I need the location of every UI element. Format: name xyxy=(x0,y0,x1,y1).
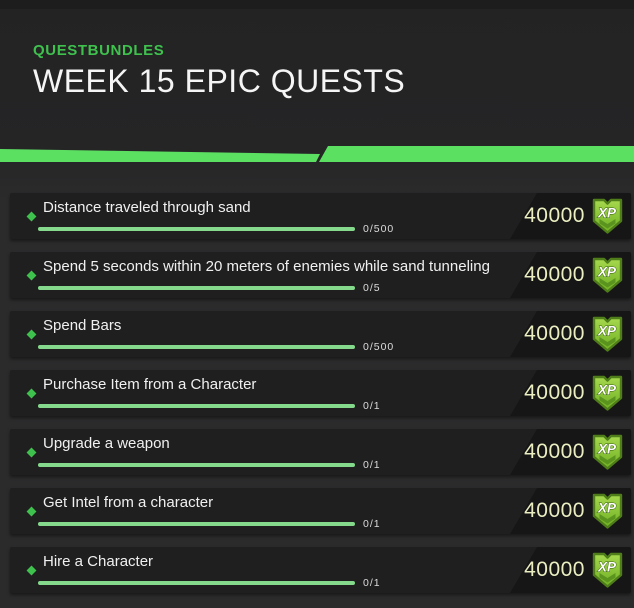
quest-progress-bar xyxy=(38,404,355,408)
xp-badge-label: XP xyxy=(597,442,617,457)
quest-row[interactable]: Spend 5 seconds within 20 meters of enem… xyxy=(10,252,631,298)
xp-badge-icon: XP xyxy=(592,375,623,411)
quest-progress-line: 0/1 xyxy=(38,577,381,589)
quest-progress-line: 0/1 xyxy=(38,400,381,412)
quest-main: Get Intel from a character 0/1 xyxy=(38,494,381,530)
quest-title: Purchase Item from a Character xyxy=(43,376,257,393)
quest-diamond-icon xyxy=(26,270,37,281)
quest-diamond-icon xyxy=(26,565,37,576)
quest-progress-line: 0/500 xyxy=(38,341,394,353)
quest-progress-bar xyxy=(38,463,355,467)
quest-row[interactable]: Upgrade a weapon 0/1 40000 XP xyxy=(10,429,631,475)
quest-diamond-icon xyxy=(26,447,37,458)
reward-xp-amount: 40000 xyxy=(524,322,585,345)
xp-badge-icon: XP xyxy=(592,434,623,470)
quest-row[interactable]: Spend Bars 0/500 40000 XP xyxy=(10,311,631,357)
quest-progress-line: 0/1 xyxy=(38,459,381,471)
top-dark-strip xyxy=(0,0,634,9)
quest-progress-line: 0/500 xyxy=(38,223,394,235)
quest-main: Hire a Character 0/1 xyxy=(38,553,381,589)
reward-xp-amount: 40000 xyxy=(524,499,585,522)
reward-section: 40000 XP xyxy=(524,370,631,416)
quest-row[interactable]: Hire a Character 0/1 40000 XP xyxy=(10,547,631,593)
reward-section: 40000 XP xyxy=(524,311,631,357)
xp-badge-label: XP xyxy=(597,560,617,575)
reward-xp-amount: 40000 xyxy=(524,204,585,227)
quest-progress-bar xyxy=(38,227,355,231)
quest-title: Get Intel from a character xyxy=(43,494,214,511)
quest-diamond-icon xyxy=(26,388,37,399)
quest-row[interactable]: Distance traveled through sand 0/500 400… xyxy=(10,193,631,239)
quest-progress-label: 0/5 xyxy=(363,282,381,294)
quest-row[interactable]: Purchase Item from a Character 0/1 40000… xyxy=(10,370,631,416)
xp-badge-label: XP xyxy=(597,383,617,398)
quest-progress-bar xyxy=(38,286,355,290)
quest-progress-label: 0/1 xyxy=(363,459,381,471)
reward-section: 40000 XP xyxy=(524,193,631,239)
xp-badge-label: XP xyxy=(597,206,617,221)
xp-badge-icon: XP xyxy=(592,316,623,352)
reward-section: 40000 XP xyxy=(524,488,631,534)
quest-main: Upgrade a weapon 0/1 xyxy=(38,435,381,471)
reward-xp-amount: 40000 xyxy=(524,381,585,404)
quest-row[interactable]: Get Intel from a character 0/1 40000 XP xyxy=(10,488,631,534)
reward-xp-amount: 40000 xyxy=(524,558,585,581)
quest-list: Distance traveled through sand 0/500 400… xyxy=(0,193,634,606)
reward-section: 40000 XP xyxy=(524,429,631,475)
quest-progress-bar xyxy=(38,345,355,349)
quest-progress-bar xyxy=(38,522,355,526)
quest-title: Spend 5 seconds within 20 meters of enem… xyxy=(43,258,490,275)
green-divider-stripe xyxy=(0,144,634,168)
reward-xp-amount: 40000 xyxy=(524,440,585,463)
quest-title: Hire a Character xyxy=(43,553,154,570)
quest-progress-label: 0/1 xyxy=(363,518,381,530)
quest-main: Purchase Item from a Character 0/1 xyxy=(38,376,381,412)
bundle-category-label: QUESTBUNDLES xyxy=(33,42,165,59)
quest-progress-bar xyxy=(38,581,355,585)
reward-section: 40000 XP xyxy=(524,547,631,593)
xp-badge-icon: XP xyxy=(592,257,623,293)
quest-progress-label: 0/1 xyxy=(363,400,381,412)
quest-title: Spend Bars xyxy=(43,317,122,334)
xp-badge-icon: XP xyxy=(592,493,623,529)
xp-badge-icon: XP xyxy=(592,552,623,588)
quest-diamond-icon xyxy=(26,211,37,222)
quest-progress-label: 0/500 xyxy=(363,223,395,235)
reward-section: 40000 XP xyxy=(524,252,631,298)
quest-main: Distance traveled through sand 0/500 xyxy=(38,199,394,235)
quest-title: Upgrade a weapon xyxy=(43,435,170,452)
xp-badge-label: XP xyxy=(597,265,617,280)
xp-badge-label: XP xyxy=(597,324,617,339)
quest-title: Distance traveled through sand xyxy=(43,199,251,216)
quest-progress-label: 0/500 xyxy=(363,341,395,353)
page-title: WEEK 15 EPIC QUESTS xyxy=(33,63,406,99)
quest-main: Spend Bars 0/500 xyxy=(38,317,394,353)
quest-diamond-icon xyxy=(26,329,37,340)
quest-progress-line: 0/1 xyxy=(38,518,381,530)
xp-badge-label: XP xyxy=(597,501,617,516)
quest-main: Spend 5 seconds within 20 meters of enem… xyxy=(38,258,490,294)
xp-badge-icon: XP xyxy=(592,198,623,234)
reward-xp-amount: 40000 xyxy=(524,263,585,286)
header: QUESTBUNDLES WEEK 15 EPIC QUESTS xyxy=(33,42,405,100)
quest-progress-line: 0/5 xyxy=(38,282,490,294)
quest-progress-label: 0/1 xyxy=(363,577,381,589)
quest-diamond-icon xyxy=(26,506,37,517)
